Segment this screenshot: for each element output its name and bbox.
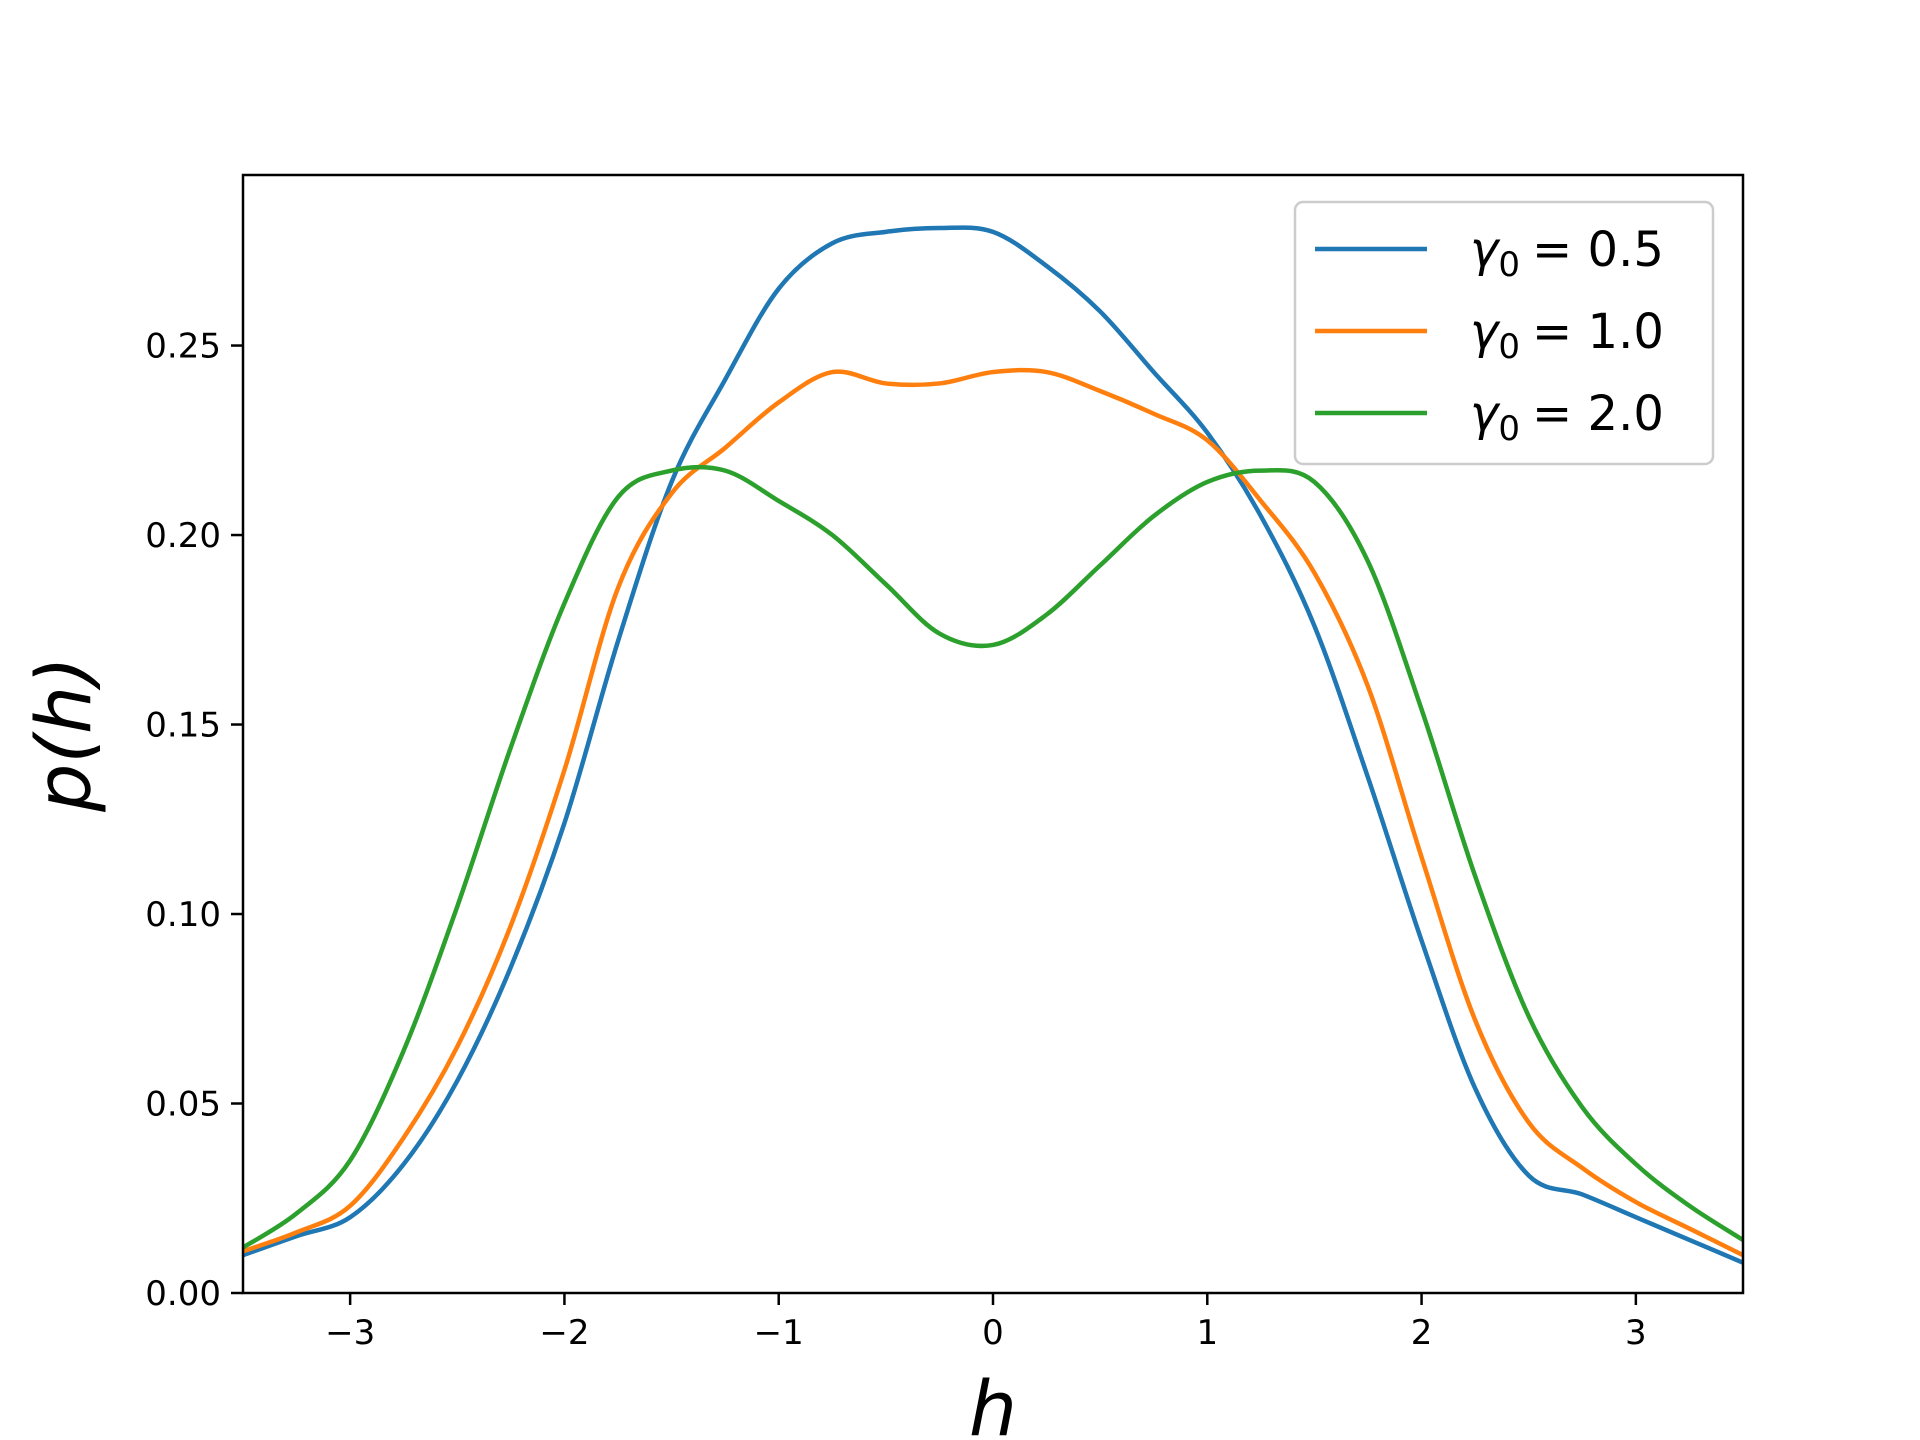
x-tick-label: −3	[325, 1313, 375, 1353]
x-tick-label: −1	[754, 1313, 804, 1353]
series-line-2	[243, 367, 1743, 1258]
legend-label-2: γ0 = 1.0	[1470, 304, 1664, 367]
y-tick-label: 0.20	[145, 516, 221, 556]
plot-area	[243, 225, 1743, 1265]
series-line-3	[243, 464, 1743, 1250]
y-tick-label: 0.15	[145, 706, 221, 746]
y-tick-label: 0.25	[145, 327, 221, 367]
legend: γ0 = 0.5 γ0 = 1.0 γ0 = 2.0	[1293, 200, 1715, 466]
x-axis-label: h	[969, 1364, 1017, 1440]
x-tick-label: 2	[1411, 1313, 1433, 1353]
legend-box	[1293, 200, 1715, 466]
x-tick-label: −2	[539, 1313, 589, 1353]
y-tick-label: 0.00	[145, 1274, 221, 1314]
y-tick-label: 0.10	[145, 895, 221, 935]
legend-label-3: γ0 = 2.0	[1470, 386, 1664, 449]
x-tick-label: 3	[1625, 1313, 1647, 1353]
x-tick-label: 1	[1196, 1313, 1218, 1353]
series-line-1	[243, 225, 1743, 1265]
legend-label-1: γ0 = 0.5	[1470, 222, 1664, 285]
x-tick-label: 0	[982, 1313, 1004, 1353]
y-tick-label: 0.05	[145, 1085, 221, 1125]
axes: −3 −2 −1 0 1 2 3 0.00 0.05 0.10 0.15 0.20 0.25 h p(h)	[19, 173, 1745, 1440]
y-axis-label: p(h)	[19, 656, 108, 813]
